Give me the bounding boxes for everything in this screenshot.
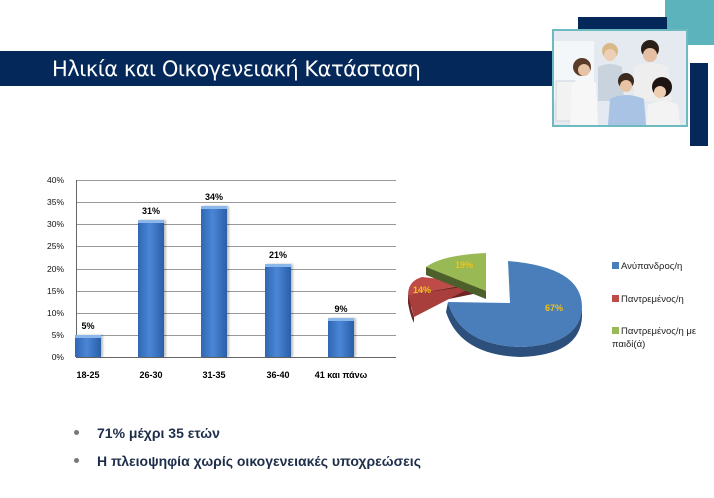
team-photo <box>552 29 688 127</box>
navy-accent-block-right <box>690 63 708 146</box>
bar-26-30 <box>138 220 164 357</box>
pie-graphic <box>408 253 582 357</box>
bullet-text: Η πλειοψηφία χωρίς οικογενειακές υποχρεώ… <box>97 453 421 469</box>
gridline <box>76 269 396 270</box>
gridline <box>76 291 396 292</box>
people-illustration-icon <box>554 31 686 125</box>
title-bar <box>0 51 560 86</box>
y-tick: 5% <box>51 330 64 340</box>
pie-label-19: 19% <box>455 260 474 270</box>
gridline <box>76 335 396 336</box>
bar-label: 34% <box>204 192 223 202</box>
y-tick: 30% <box>46 219 64 229</box>
bullet-icon <box>74 458 79 463</box>
bar-label: 5% <box>81 321 95 331</box>
gridline <box>76 224 396 225</box>
bullet-text: 71% μέχρι 35 ετών <box>97 425 220 441</box>
x-label: 26-30 <box>139 370 163 380</box>
x-axis <box>76 357 396 358</box>
age-bar-chart: 40% 35% 30% 25% 20% 15% 10% 5% 0% 5% 31%… <box>20 170 396 380</box>
x-label: 36-40 <box>266 370 290 380</box>
gridline <box>76 313 396 314</box>
legend-label: Ανύπανδρος/η <box>621 261 683 272</box>
bullet-icon <box>74 430 79 435</box>
bar-36-40 <box>265 264 291 357</box>
y-tick: 25% <box>46 241 64 251</box>
gridline <box>76 202 396 203</box>
bullet-item: Η πλειοψηφία χωρίς οικογενειακές υποχρεώ… <box>74 453 421 469</box>
legend-swatch-icon <box>612 327 619 334</box>
bar-label: 31% <box>141 206 160 216</box>
bullet-item: 71% μέχρι 35 ετών <box>74 425 220 441</box>
bar-18-25 <box>75 335 101 357</box>
gridline <box>76 180 396 181</box>
legend-label: Παντρεμένος/η με παιδί(ά) <box>612 326 697 350</box>
pie-label-67: 67% <box>545 303 564 313</box>
marital-status-pie-chart: 67% 14% 19% <box>400 245 590 360</box>
gridline <box>76 246 396 247</box>
y-tick: 15% <box>46 286 64 296</box>
pie-label-14: 14% <box>413 285 432 295</box>
y-tick: 35% <box>46 197 64 207</box>
legend-item-married-children: Παντρεμένος/η με παιδί(ά) <box>612 325 712 351</box>
y-tick: 0% <box>51 352 64 362</box>
bar-label: 21% <box>268 250 287 260</box>
bar-41-plus <box>328 318 354 357</box>
legend-label: Παντρεμένος/η <box>621 294 684 305</box>
y-tick: 20% <box>46 264 64 274</box>
legend-swatch-icon <box>612 295 619 302</box>
x-label: 41 και πάνω <box>314 370 368 380</box>
y-tick: 40% <box>46 175 64 185</box>
y-tick: 10% <box>46 308 64 318</box>
slide-title: Ηλικία και Οικογενειακή Κατάσταση <box>52 57 421 81</box>
x-label: 18-25 <box>76 370 100 380</box>
legend-swatch-icon <box>612 262 619 269</box>
x-label: 31-35 <box>202 370 226 380</box>
legend-item-married: Παντρεμένος/η <box>612 293 714 306</box>
y-axis <box>76 180 77 358</box>
bar-label: 9% <box>334 304 348 314</box>
legend-item-single: Ανύπανδρος/η <box>612 260 714 273</box>
bar-31-35 <box>201 206 227 357</box>
